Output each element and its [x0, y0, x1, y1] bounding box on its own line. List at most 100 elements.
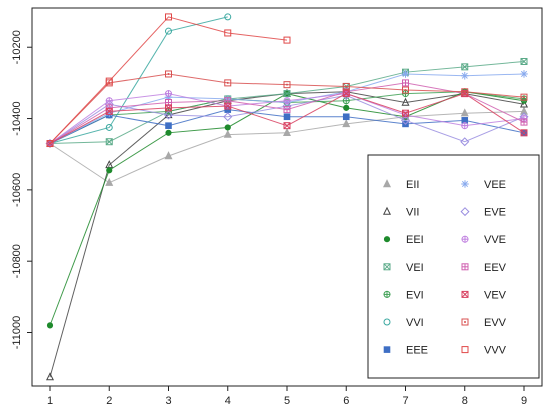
legend-item-eve: EVE [460, 207, 506, 219]
data-point [283, 97, 291, 105]
data-point [343, 104, 350, 111]
data-point [165, 122, 172, 129]
x-tick-label: 3 [165, 395, 171, 407]
legend-item-evi: EVI [383, 289, 424, 301]
data-point [460, 137, 470, 147]
legend: EII VII EEI VEI EVI VVI EEE VEE EVE VVE EEV VEV EVV V… [367, 154, 540, 379]
legend-item-evv: EVV [461, 317, 507, 329]
legend-label: VVE [484, 234, 506, 246]
data-point [520, 93, 528, 101]
series-vvi [46, 13, 232, 148]
y-tick-label: -10200 [11, 30, 23, 64]
data-point [400, 115, 411, 125]
data-point [163, 110, 174, 120]
legend-marker [461, 318, 469, 326]
data-point [460, 108, 469, 117]
legend-item-vev: VEV [461, 289, 507, 301]
data-point [520, 70, 528, 78]
legend-marker [383, 263, 391, 271]
data-point [342, 119, 351, 128]
data-point [105, 123, 113, 131]
data-point [165, 27, 172, 35]
legend-item-eei: EEI [383, 234, 424, 246]
legend-label: EEI [406, 234, 424, 246]
data-point [519, 106, 529, 115]
legend-label: EVE [484, 207, 506, 219]
data-point [105, 177, 114, 186]
data-point [401, 97, 410, 106]
x-tick-label: 2 [106, 395, 112, 407]
data-point [165, 129, 172, 136]
y-tick-label: -10400 [11, 101, 23, 135]
legend-marker [460, 207, 470, 217]
data-point [461, 63, 469, 71]
x-tick-label: 1 [47, 395, 53, 407]
data-point [105, 138, 113, 146]
data-point [165, 13, 172, 21]
data-point [165, 99, 172, 106]
series-vvv [46, 13, 291, 148]
data-point [224, 102, 232, 110]
x-tick-label: 7 [402, 395, 408, 407]
data-point [401, 70, 410, 78]
data-point [283, 113, 291, 121]
legend-item-vvv: VVV [461, 345, 507, 357]
data-point [45, 372, 55, 381]
data-point [461, 122, 469, 130]
legend-marker [461, 263, 469, 271]
data-point [106, 167, 113, 174]
series-line [49, 16, 228, 144]
legend-item-vei: VEI [383, 262, 424, 274]
legend-box [367, 154, 540, 379]
legend-marker [461, 180, 469, 188]
data-point [105, 97, 113, 105]
y-tick-label: -11000 [11, 316, 23, 349]
legend-item-eev: EEV [461, 262, 507, 274]
legend-label: EVV [484, 317, 507, 329]
data-point [165, 90, 172, 98]
y-axis: -11000 -10800 -10600 -10400 -10200 [11, 30, 32, 349]
data-point [165, 104, 172, 112]
legend-label: VVV [484, 345, 507, 357]
data-point [283, 106, 291, 114]
series-evv [46, 70, 528, 148]
data-point [519, 99, 529, 108]
legend-label: VEV [484, 289, 507, 301]
data-point [283, 90, 291, 98]
data-point [283, 36, 291, 44]
legend-marker [461, 235, 469, 243]
x-tick-label: 9 [521, 395, 527, 407]
legend-item-vvi: VVI [383, 317, 424, 329]
x-axis: 1 2 3 4 5 6 7 8 9 [47, 386, 527, 407]
legend-marker [383, 290, 391, 298]
data-point [46, 322, 54, 329]
data-point [224, 13, 232, 21]
legend-item-eee: EEE [383, 345, 428, 357]
legend-marker [383, 236, 391, 243]
legend-marker [382, 206, 392, 215]
y-tick-label: -10800 [11, 244, 23, 278]
data-point [164, 151, 173, 160]
legend-item-eii: EII [382, 179, 419, 191]
y-tick-label: -10600 [11, 173, 23, 207]
x-tick-label: 6 [343, 395, 349, 407]
legend-item-vve: VVE [461, 234, 506, 246]
legend-label: EII [406, 179, 419, 191]
data-point [46, 140, 54, 148]
data-point [105, 77, 113, 85]
data-point [402, 109, 409, 117]
data-point [165, 70, 172, 78]
legend-item-vii: VII [382, 206, 419, 219]
data-point [282, 127, 292, 137]
data-point [224, 124, 231, 131]
data-point [342, 113, 350, 121]
series-line [49, 94, 525, 144]
legend-label: VVI [406, 317, 424, 329]
data-point [402, 86, 409, 94]
legend-label: EVI [406, 289, 424, 301]
legend-marker [461, 346, 469, 354]
data-point [342, 90, 350, 98]
data-point [105, 107, 113, 115]
data-point [283, 122, 291, 130]
legend-label: EEV [484, 262, 507, 274]
